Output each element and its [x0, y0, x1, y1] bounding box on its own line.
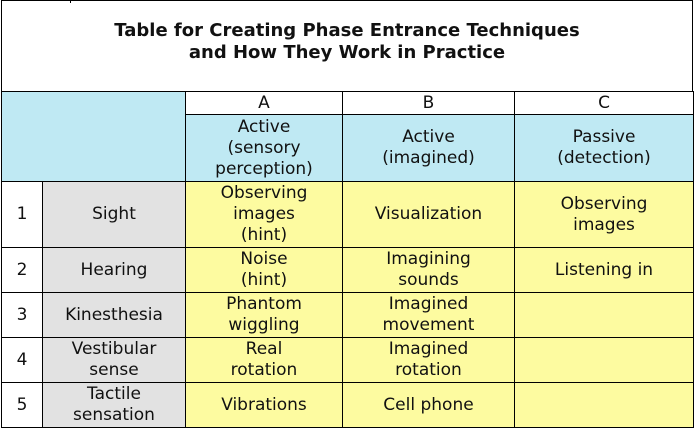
cell-a: Real rotation	[185, 337, 343, 383]
cell-c: Observing images	[514, 181, 694, 248]
sense-line: Vestibular	[71, 339, 157, 359]
cell-b: Cell phone	[342, 382, 515, 428]
cell-line: images	[573, 214, 635, 235]
column-letter-a: A	[185, 91, 343, 115]
column-desc-line: perception)	[215, 158, 313, 179]
cell-line: rotation	[230, 360, 298, 380]
sense-line: Tactile	[87, 384, 141, 404]
table-row: 3 Kinesthesia Phantom wiggling Imagined …	[1, 292, 694, 338]
table-row: 5 Tactile sensation Vibrations Cell phon…	[1, 382, 694, 428]
cell-c	[514, 337, 694, 383]
column-desc-row: Active (sensory perception) Active (imag…	[2, 114, 694, 182]
cell-a: Vibrations	[185, 382, 343, 428]
sense-name: Vestibular sense	[42, 337, 186, 383]
cell-c	[514, 382, 694, 428]
corner-cell	[1, 91, 186, 182]
sense-name: Sight	[42, 181, 186, 248]
cell-line: Imagined	[388, 294, 469, 314]
column-desc-c: Passive (detection)	[514, 114, 694, 182]
column-letter-row: A B C	[1, 91, 694, 182]
column-desc-line: (sensory	[227, 137, 301, 158]
column-letter-b: B	[342, 91, 515, 115]
sense-line: Kinesthesia	[65, 304, 163, 325]
cell-a: Noise (hint)	[185, 247, 343, 293]
column-desc-b: Active (imagined)	[342, 114, 515, 182]
sense-line: Hearing	[80, 259, 148, 280]
row-number: 4	[1, 337, 43, 383]
column-desc-line: (imagined)	[382, 148, 475, 168]
cell-line: (hint)	[240, 270, 288, 290]
top-tick	[70, 0, 71, 3]
cell-b: Imagined movement	[342, 292, 515, 338]
title-line-1: Table for Creating Phase Entrance Techni…	[114, 20, 580, 41]
table-row: 1 Sight Observing images (hint) Visualiz…	[1, 181, 694, 248]
table-row: 4 Vestibular sense Real rotation Imagine…	[1, 337, 694, 383]
cell-a: Observing images (hint)	[185, 181, 343, 248]
column-letter-c: C	[514, 91, 694, 115]
row-number: 1	[1, 181, 43, 248]
column-desc-line: Active	[402, 127, 455, 147]
cell-line: wiggling	[228, 315, 300, 335]
row-number: 3	[1, 292, 43, 338]
cell-line: images	[233, 204, 295, 224]
cell-c	[514, 292, 694, 338]
table-title: Table for Creating Phase Entrance Techni…	[0, 20, 694, 64]
column-desc-a: Active (sensory perception)	[185, 114, 343, 182]
column-desc-line: Active	[237, 116, 291, 137]
cell-line: Imagining	[386, 249, 471, 269]
cell-line: movement	[382, 315, 475, 335]
cell-line: Observing	[220, 183, 308, 203]
cell-line: Imagined	[388, 339, 469, 359]
phase-techniques-table: A B C Active (sensory perception) Active…	[1, 91, 694, 428]
cell-b: Visualization	[342, 181, 515, 248]
table-row: 2 Hearing Noise (hint) Imagining sounds …	[1, 247, 694, 293]
sense-line: sensation	[73, 405, 155, 425]
sense-line: sense	[89, 360, 139, 380]
cell-line: Phantom	[226, 294, 302, 314]
row-number: 5	[1, 382, 43, 428]
sense-name: Tactile sensation	[42, 382, 186, 428]
title-line-2: and How They Work in Practice	[188, 42, 506, 63]
cell-line: rotation	[395, 360, 462, 380]
cell-a: Phantom wiggling	[185, 292, 343, 338]
sense-line: Sight	[92, 204, 136, 224]
cell-c: Listening in	[514, 247, 694, 293]
row-number: 2	[1, 247, 43, 293]
column-desc-line: Passive	[572, 127, 636, 147]
cell-line: Cell phone	[383, 394, 474, 415]
cell-line: Real	[245, 339, 283, 359]
cell-b: Imagined rotation	[342, 337, 515, 383]
cell-line: Vibrations	[221, 394, 307, 415]
column-desc-line: (detection)	[557, 148, 651, 168]
cell-line: Observing	[560, 193, 648, 214]
cell-line: (hint)	[240, 225, 288, 245]
cell-line: Noise	[240, 249, 288, 269]
sense-name: Hearing	[42, 247, 186, 293]
cell-line: Visualization	[374, 204, 483, 224]
cell-line: Listening in	[554, 259, 654, 280]
cell-line: sounds	[398, 270, 459, 290]
sense-name: Kinesthesia	[42, 292, 186, 338]
cell-b: Imagining sounds	[342, 247, 515, 293]
